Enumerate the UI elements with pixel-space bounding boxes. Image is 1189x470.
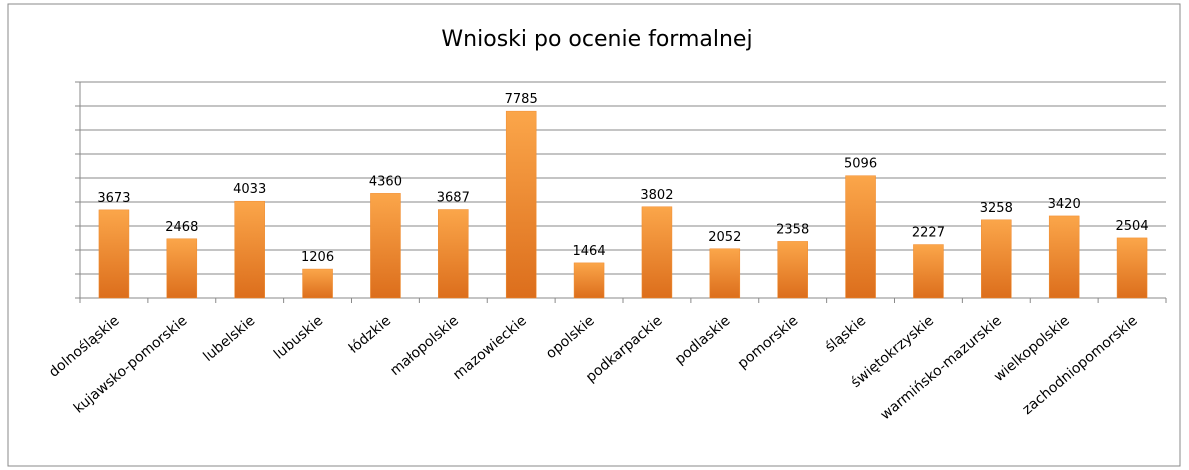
bar — [913, 244, 944, 299]
bar — [1116, 237, 1148, 299]
bar — [777, 241, 808, 299]
bar — [438, 209, 469, 299]
bar — [98, 209, 130, 299]
bar — [573, 262, 605, 299]
bar — [505, 110, 537, 299]
bar — [370, 193, 401, 299]
value-label: 3258 — [980, 201, 1013, 216]
value-label: 7785 — [505, 92, 538, 107]
value-label: 3687 — [437, 191, 470, 206]
value-label: 2227 — [912, 226, 945, 241]
bar — [845, 175, 876, 299]
value-label: 3673 — [97, 191, 130, 206]
bar — [981, 219, 1012, 299]
value-label: 3802 — [640, 188, 673, 203]
bar — [709, 248, 741, 299]
bar — [1048, 215, 1080, 299]
value-label: 2052 — [708, 230, 741, 245]
value-label: 2468 — [165, 220, 198, 235]
chart-title: Wnioski po ocenie formalnej — [441, 27, 752, 52]
value-label: 1206 — [301, 250, 334, 265]
value-label: 3420 — [1048, 197, 1081, 212]
value-label: 1464 — [573, 244, 606, 259]
value-label: 2504 — [1116, 219, 1149, 234]
bar — [234, 200, 265, 299]
bar — [641, 206, 673, 299]
value-label: 4033 — [233, 182, 266, 197]
bar — [166, 238, 198, 299]
bar — [302, 268, 333, 299]
value-label: 5096 — [844, 157, 877, 172]
value-label: 2358 — [776, 222, 809, 237]
value-label: 4360 — [369, 174, 402, 189]
